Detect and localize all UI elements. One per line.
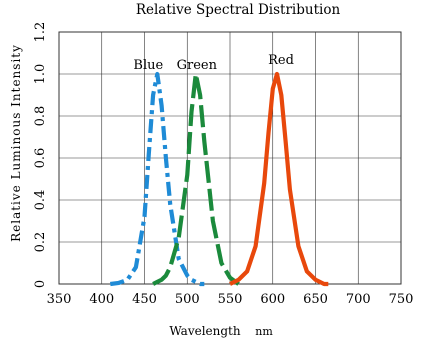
series-layer — [110, 71, 329, 287]
series-label-green: Green — [177, 58, 218, 73]
y-tick-label: 1.2 — [33, 22, 48, 43]
x-tick-label: 400 — [89, 292, 114, 307]
x-tick-label: 450 — [132, 292, 157, 307]
series-line-red — [229, 71, 329, 287]
x-tick-label: 750 — [389, 292, 414, 307]
y-tick-label: 0.4 — [33, 190, 48, 211]
x-tick-label: 600 — [260, 292, 285, 307]
y-tick-label: 0 — [33, 280, 48, 288]
y-axis-label: Relative Luminous Intensity — [9, 44, 23, 242]
x-axis-label: Wavelength — [169, 324, 240, 338]
x-axis-unit: nm — [255, 325, 273, 338]
x-tick-label: 650 — [303, 292, 328, 307]
series-label-blue: Blue — [133, 58, 163, 73]
chart-title: Relative Spectral Distribution — [136, 2, 341, 18]
x-tick-label: 500 — [175, 292, 200, 307]
series-line-green — [152, 71, 240, 286]
x-tick-label: 550 — [218, 292, 243, 307]
y-tick-label: 0.6 — [33, 148, 48, 169]
y-tick-label: 1.0 — [33, 64, 48, 85]
x-tick-label: 350 — [47, 292, 72, 307]
y-tick-label: 0.2 — [33, 232, 48, 253]
series-label-red: Red — [268, 53, 294, 68]
x-tick-label: 700 — [346, 292, 371, 307]
grid-layer: 350 400 450 500 550 600 650 700 750 0 0.2 0.4 0.6 0.8… — [33, 22, 413, 307]
y-tick-label: 0.8 — [33, 106, 48, 127]
label-layer: Blue Green Red — [133, 53, 293, 73]
series-line-blue — [110, 71, 205, 287]
